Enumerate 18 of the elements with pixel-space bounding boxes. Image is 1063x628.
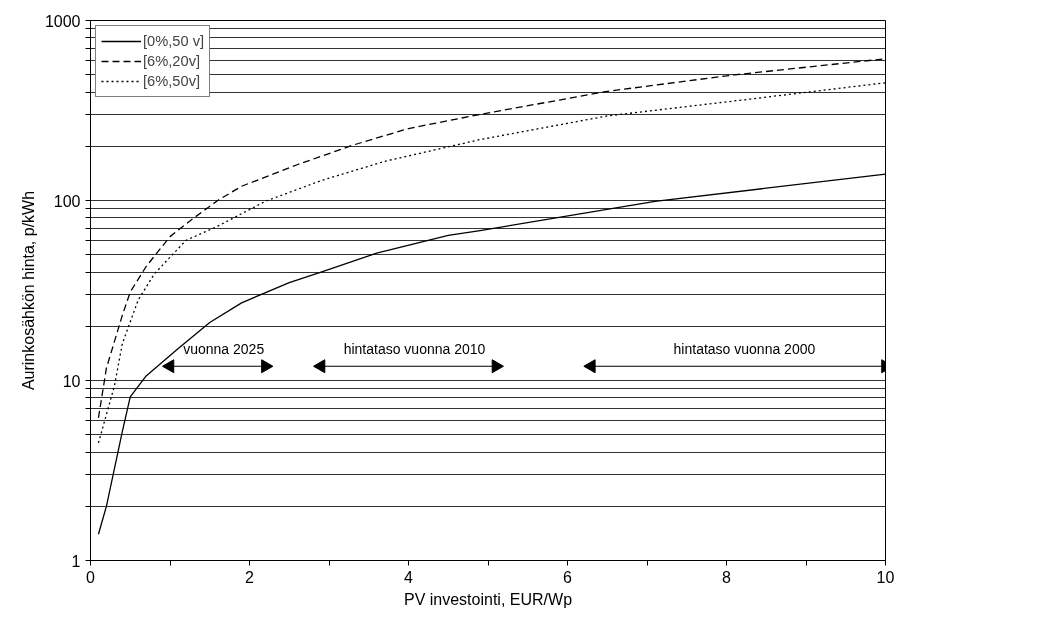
- y-tick-label: 1000: [44, 12, 81, 30]
- x-tick-label: 10: [876, 568, 895, 586]
- x-tick-label: 8: [722, 568, 732, 586]
- y-tick-label: 1: [71, 552, 81, 570]
- x-tick-label: 6: [563, 568, 573, 586]
- legend-label: [0%,50 v]: [143, 33, 205, 49]
- series-label: hintataso vuonna 2000: [673, 341, 816, 358]
- legend-label: [6%,20v]: [143, 53, 201, 69]
- x-axis-title: PV investointi, EUR/Wp: [403, 590, 573, 608]
- x-tick-label: 0: [86, 568, 96, 586]
- legend-label: [6%,50v]: [143, 73, 201, 89]
- y-tick-label: 10: [62, 372, 81, 390]
- x-tick-label: 2: [245, 568, 255, 586]
- x-tick-label: 4: [404, 568, 414, 586]
- y-tick-label: 100: [53, 192, 81, 210]
- series-label: hintataso vuonna 2010: [343, 341, 486, 358]
- series-label: vuonna 2025: [183, 341, 265, 358]
- y-axis-title: Aurinkosähkön hinta, p/kWh: [19, 190, 37, 391]
